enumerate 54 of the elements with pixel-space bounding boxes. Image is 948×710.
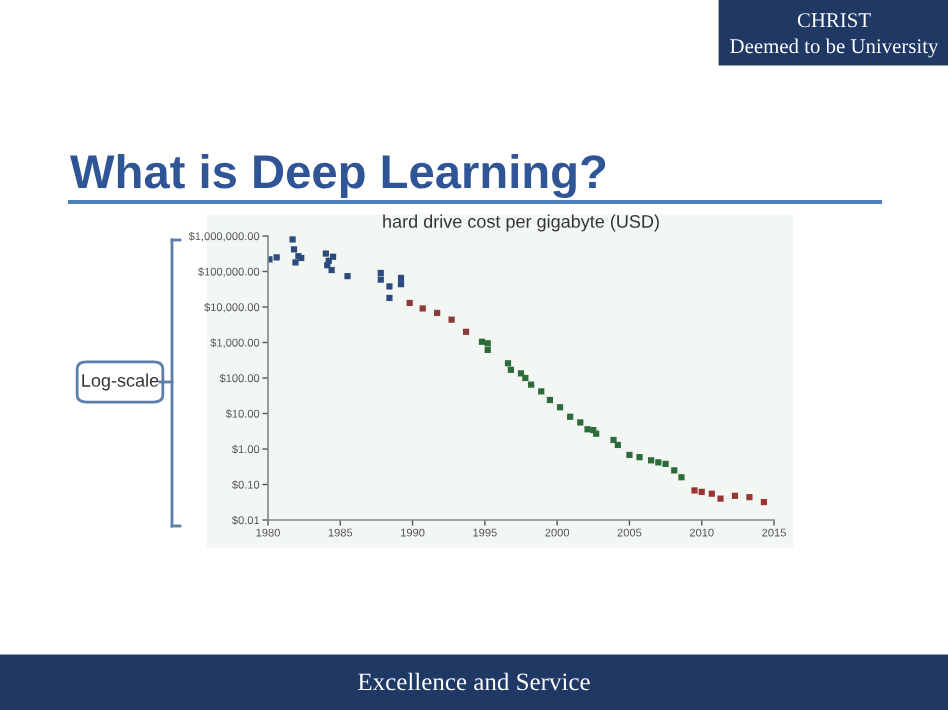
- point: [434, 309, 441, 317]
- point: [556, 404, 564, 411]
- point: [386, 294, 393, 302]
- point: [507, 366, 514, 373]
- text: Excellence and Service: [358, 672, 590, 691]
- point: [584, 426, 591, 433]
- point: [397, 274, 405, 282]
- point: [328, 266, 335, 274]
- point: [636, 454, 643, 461]
- point: [504, 360, 512, 367]
- point: [484, 346, 491, 353]
- point: [655, 459, 662, 466]
- point: [522, 374, 529, 382]
- point: [386, 283, 393, 290]
- point: [746, 494, 753, 501]
- point: [662, 460, 669, 468]
- text: Log-scale: [82, 373, 159, 391]
- point: [577, 419, 584, 426]
- point: [484, 340, 491, 347]
- point: [290, 246, 298, 253]
- point: [626, 451, 633, 459]
- point: [698, 488, 705, 495]
- point: [448, 316, 455, 323]
- point: [546, 396, 554, 404]
- point: [760, 498, 767, 506]
- point: [406, 299, 413, 307]
- point: [567, 413, 574, 420]
- point: [289, 236, 296, 243]
- point: [273, 254, 280, 261]
- point: [731, 492, 739, 499]
- point: [528, 381, 535, 388]
- point: [462, 328, 470, 335]
- point: [419, 305, 426, 312]
- point: [717, 495, 724, 502]
- point: [377, 269, 384, 277]
- point: [678, 474, 685, 481]
- point: [292, 259, 299, 266]
- point: [377, 276, 384, 283]
- point: [397, 281, 405, 288]
- point: [614, 441, 621, 449]
- text: CHRIST: [797, 13, 871, 28]
- point: [708, 490, 715, 497]
- point: [671, 467, 678, 474]
- chart-title: hard drive cost per gigabyte (USD): [383, 214, 659, 232]
- point: [322, 250, 329, 257]
- text: What is Deep Learning?: [70, 153, 606, 199]
- point: [478, 338, 486, 345]
- point: [329, 253, 337, 260]
- point: [610, 436, 617, 444]
- text: Deemed to be University: [730, 38, 939, 58]
- point: [538, 388, 545, 395]
- point: [344, 273, 351, 280]
- point: [648, 457, 655, 464]
- point: [691, 487, 698, 494]
